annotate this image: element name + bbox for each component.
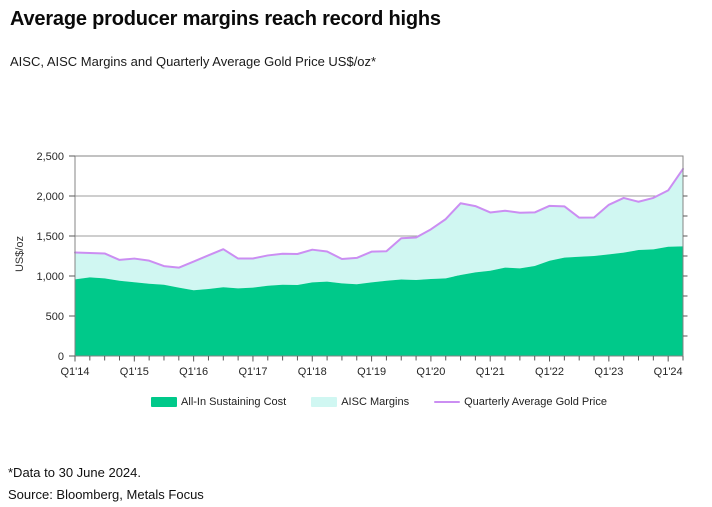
legend-item-margins: AISC Margins xyxy=(311,396,409,408)
x-axis-tick-label: Q1'15 xyxy=(120,366,149,378)
legend-item-gold-price: Quarterly Average Gold Price xyxy=(434,396,607,408)
x-axis-tick-label: Q1'23 xyxy=(594,366,623,378)
y-axis-tick-label: 2,000 xyxy=(36,191,64,203)
legend-label-margins: AISC Margins xyxy=(341,396,410,408)
x-axis-tick-label: Q1'18 xyxy=(298,366,327,378)
chart-legend: All-In Sustaining Cost AISC Margins Quar… xyxy=(75,396,683,408)
plot-border xyxy=(74,155,684,357)
x-axis-tick-label: Q1'16 xyxy=(179,366,208,378)
legend-label-aisc: All-In Sustaining Cost xyxy=(181,396,287,408)
y-axis-tick-label: 1,000 xyxy=(36,271,64,283)
x-axis-tick-label: Q1'21 xyxy=(476,366,505,378)
y-axis-tick-label: 0 xyxy=(58,351,64,363)
x-axis-tick-label: Q1'20 xyxy=(416,366,445,378)
data-footnote: *Data to 30 June 2024. xyxy=(8,465,141,480)
y-axis-tick-label: 1,500 xyxy=(36,231,64,243)
chart-subtitle: AISC, AISC Margins and Quarterly Average… xyxy=(10,54,377,69)
x-axis-tick-label: Q1'24 xyxy=(654,366,683,378)
y-axis-tick-label: 2,500 xyxy=(36,151,64,163)
gold-price-line-swatch-icon xyxy=(434,400,461,404)
y-axis-title: US$/oz xyxy=(14,236,26,272)
x-axis-tick-label: Q1'14 xyxy=(60,366,89,378)
x-axis-tick-label: Q1'17 xyxy=(238,366,267,378)
aisc-swatch-icon xyxy=(151,397,178,407)
page-title: Average producer margins reach record hi… xyxy=(10,8,441,30)
legend-item-aisc: All-In Sustaining Cost xyxy=(151,396,286,408)
aisc-margins-area xyxy=(75,168,683,291)
x-axis-tick-label: Q1'19 xyxy=(357,366,386,378)
aisc-area xyxy=(75,246,683,356)
x-axis-tick-label: Q1'22 xyxy=(535,366,564,378)
gold-price-line xyxy=(74,167,684,269)
margins-swatch-icon xyxy=(311,397,338,407)
y-axis-tick-label: 500 xyxy=(46,311,64,323)
legend-label-gold-price: Quarterly Average Gold Price xyxy=(464,396,607,408)
source-note: Source: Bloomberg, Metals Focus xyxy=(8,487,204,502)
